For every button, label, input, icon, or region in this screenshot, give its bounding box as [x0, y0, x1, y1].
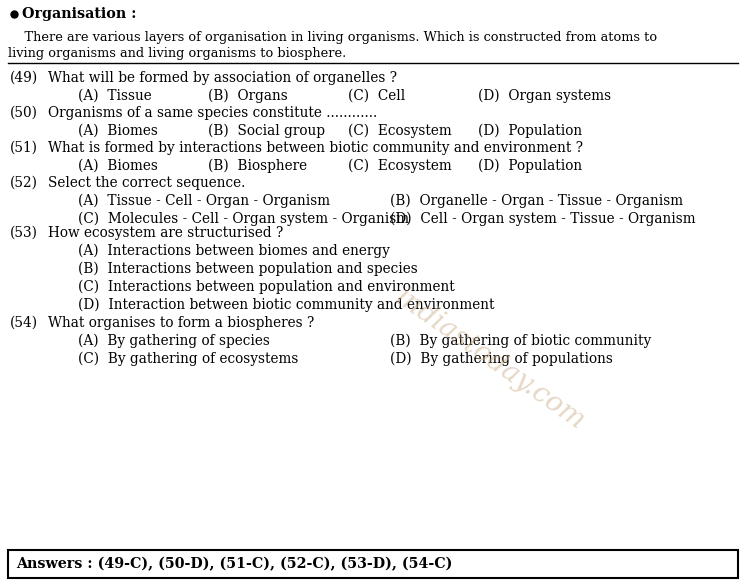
Text: What will be formed by association of organelles ?: What will be formed by association of or… [48, 71, 397, 85]
Text: indiastoday.com: indiastoday.com [390, 284, 590, 436]
Text: (D)  Interaction between biotic community and environment: (D) Interaction between biotic community… [78, 298, 495, 312]
Text: (C)  Ecosystem: (C) Ecosystem [348, 159, 452, 173]
Text: (49): (49) [10, 71, 38, 85]
Text: living organisms and living organisms to biosphere.: living organisms and living organisms to… [8, 46, 346, 60]
Text: (C)  Ecosystem: (C) Ecosystem [348, 124, 452, 138]
Text: (C)  Molecules - Cell - Organ system - Organism: (C) Molecules - Cell - Organ system - Or… [78, 212, 409, 226]
Text: (B)  Biosphere: (B) Biosphere [208, 159, 307, 173]
FancyBboxPatch shape [8, 550, 738, 578]
Text: What is formed by interactions between biotic community and environment ?: What is formed by interactions between b… [48, 141, 583, 155]
Text: (B)  By gathering of biotic community: (B) By gathering of biotic community [390, 334, 651, 348]
Text: (D)  By gathering of populations: (D) By gathering of populations [390, 352, 613, 366]
Text: (50): (50) [10, 106, 38, 120]
Text: (51): (51) [10, 141, 38, 155]
Text: (D)  Population: (D) Population [478, 124, 582, 138]
Text: (B)  Interactions between population and species: (B) Interactions between population and … [78, 262, 418, 276]
Text: (C)  Cell: (C) Cell [348, 89, 405, 103]
Text: Select the correct sequence.: Select the correct sequence. [48, 176, 245, 190]
Text: Answers : (49-C), (50-D), (51-C), (52-C), (53-D), (54-C): Answers : (49-C), (50-D), (51-C), (52-C)… [16, 557, 452, 571]
Text: (D)  Organ systems: (D) Organ systems [478, 89, 611, 103]
Text: What organises to form a biospheres ?: What organises to form a biospheres ? [48, 316, 314, 330]
Text: Organisation :: Organisation : [22, 7, 137, 21]
Text: (B)  Social group: (B) Social group [208, 124, 325, 138]
Text: (A)  By gathering of species: (A) By gathering of species [78, 334, 270, 348]
Text: (A)  Tissue - Cell - Organ - Organism: (A) Tissue - Cell - Organ - Organism [78, 194, 330, 208]
Text: How ecosystem are structurised ?: How ecosystem are structurised ? [48, 226, 283, 240]
Text: (A)  Interactions between biomes and energy: (A) Interactions between biomes and ener… [78, 244, 390, 258]
Text: (53): (53) [10, 226, 38, 240]
Text: (B)  Organs: (B) Organs [208, 89, 288, 103]
Text: (C)  Interactions between population and environment: (C) Interactions between population and … [78, 280, 455, 294]
Text: (A)  Biomes: (A) Biomes [78, 124, 158, 138]
Text: There are various layers of organisation in living organisms. Which is construct: There are various layers of organisation… [8, 32, 657, 44]
Text: (52): (52) [10, 176, 38, 190]
Text: (A)  Biomes: (A) Biomes [78, 159, 158, 173]
Text: (C)  By gathering of ecosystems: (C) By gathering of ecosystems [78, 352, 298, 366]
Text: (D)  Cell - Organ system - Tissue - Organism: (D) Cell - Organ system - Tissue - Organ… [390, 212, 695, 226]
Text: Organisms of a same species constitute ............: Organisms of a same species constitute .… [48, 106, 377, 120]
Text: (D)  Population: (D) Population [478, 159, 582, 173]
Text: (54): (54) [10, 316, 38, 330]
Text: (B)  Organelle - Organ - Tissue - Organism: (B) Organelle - Organ - Tissue - Organis… [390, 194, 683, 208]
Text: (A)  Tissue: (A) Tissue [78, 89, 151, 103]
